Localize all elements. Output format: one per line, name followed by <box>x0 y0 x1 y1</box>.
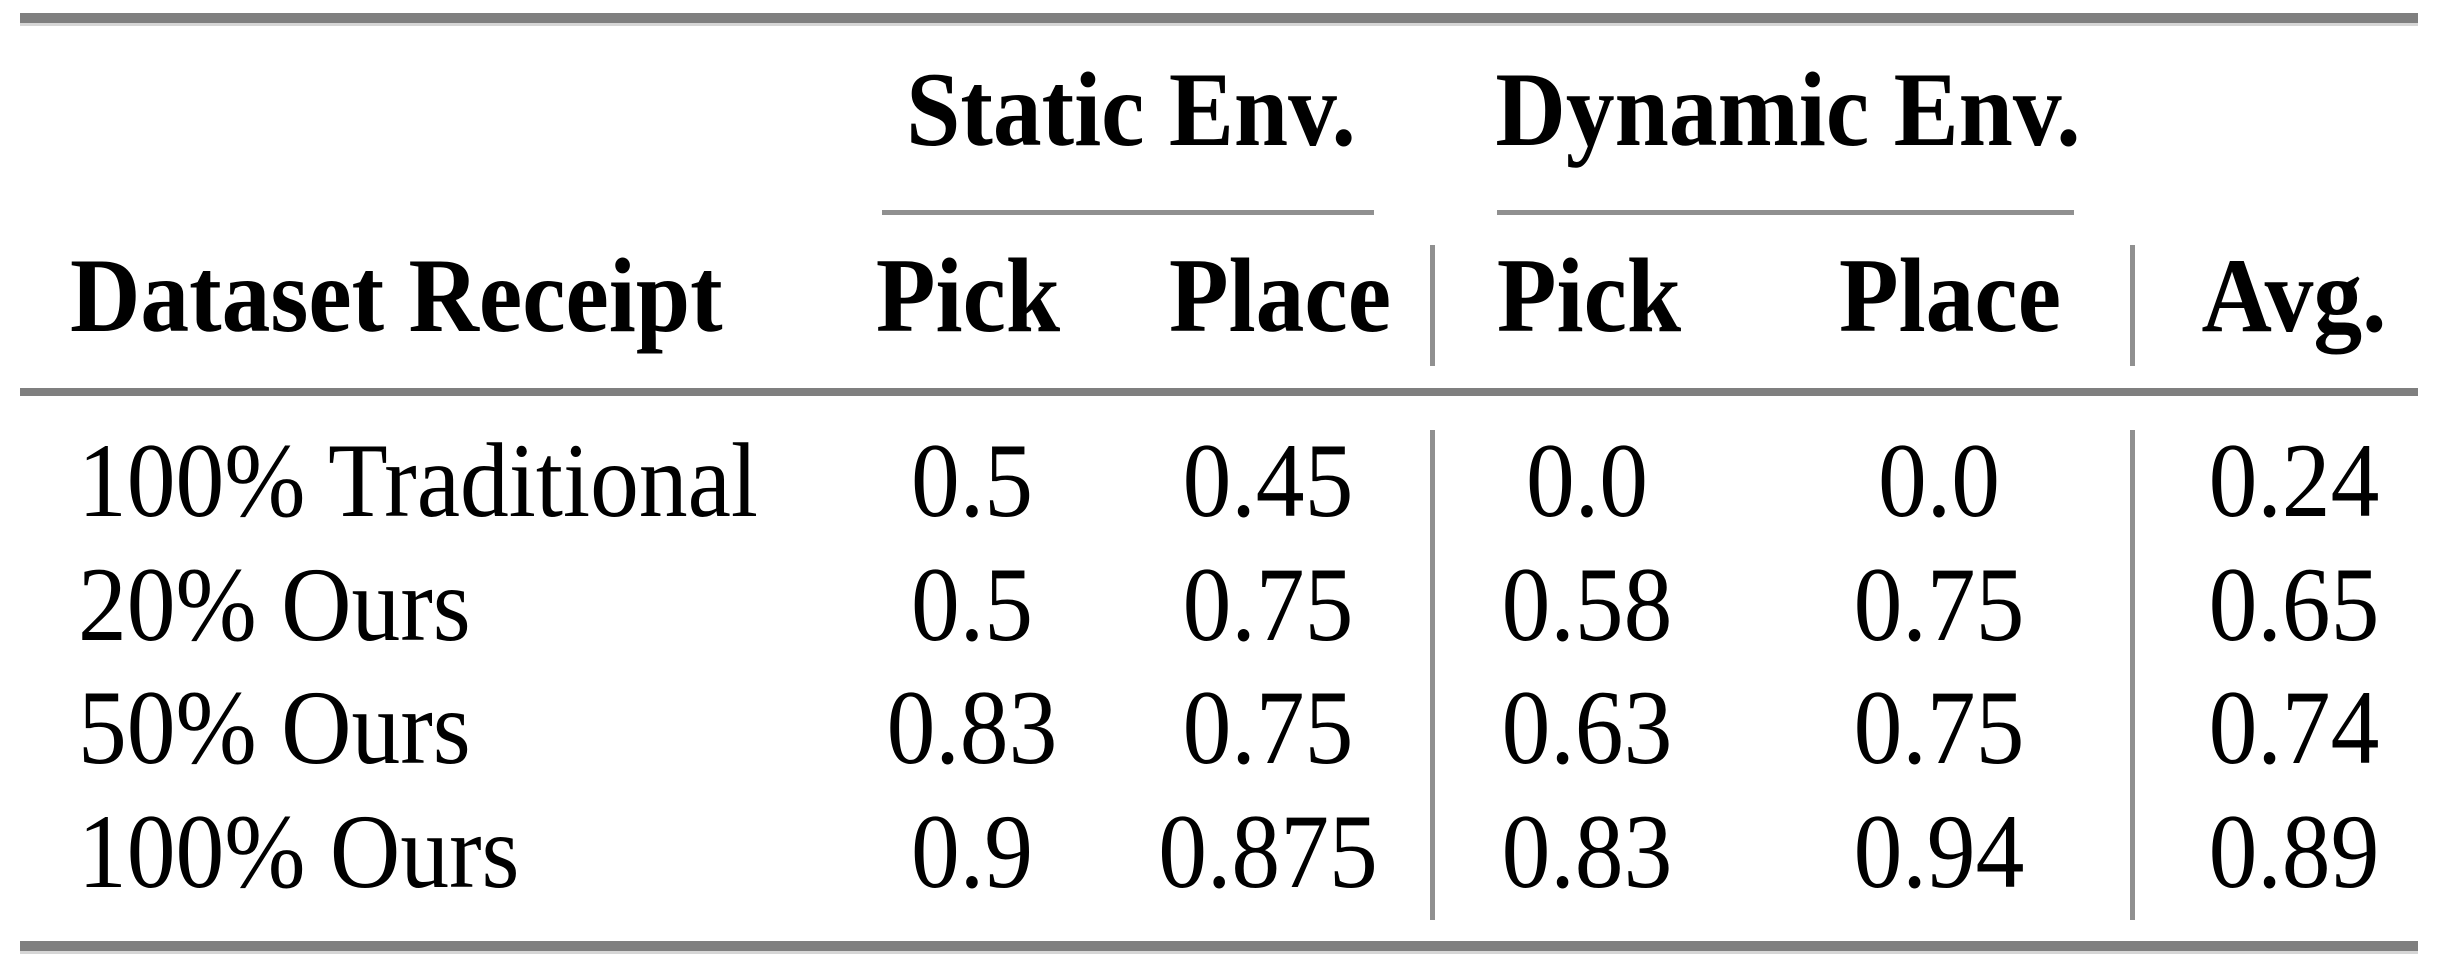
bottom-rule-shadow <box>20 951 2418 954</box>
cell-static-place: 0.45 <box>1182 422 1354 539</box>
cell-avg: 0.65 <box>2208 546 2380 663</box>
cell-avg: 0.24 <box>2208 422 2380 539</box>
cell-static-pick: 0.9 <box>911 793 1033 910</box>
cell-dynamic-place: 0.0 <box>1878 422 2000 539</box>
cell-dynamic-pick: 0.58 <box>1501 546 1673 663</box>
column-header-avg: Avg. <box>2201 237 2387 354</box>
cell-dynamic-pick: 0.83 <box>1501 793 1673 910</box>
cell-dynamic-place: 0.75 <box>1853 669 2025 786</box>
cell-static-place: 0.75 <box>1182 669 1354 786</box>
column-group-static-env: Static Env. <box>906 51 1356 168</box>
row-label: 100% Ours <box>78 793 520 910</box>
cell-static-pick: 0.5 <box>911 546 1033 663</box>
bottom-rule <box>20 941 2418 951</box>
cell-avg: 0.89 <box>2208 793 2380 910</box>
top-rule-shadow <box>20 23 2418 26</box>
cell-static-pick: 0.83 <box>886 669 1058 786</box>
column-header-dataset-receipt: Dataset Receipt <box>70 237 723 354</box>
static-group-cmidrule <box>882 210 1374 215</box>
row-label: 100% Traditional <box>78 422 758 539</box>
cell-dynamic-pick: 0.63 <box>1501 669 1673 786</box>
cell-dynamic-pick: 0.0 <box>1526 422 1648 539</box>
column-header-static-pick: Pick <box>875 237 1061 354</box>
cell-avg: 0.74 <box>2208 669 2380 786</box>
vertical-separator-dynamic-header <box>1430 245 1435 366</box>
cell-static-place: 0.875 <box>1158 793 1378 910</box>
cell-dynamic-place: 0.75 <box>1853 546 2025 663</box>
row-label: 50% Ours <box>78 669 471 786</box>
cell-dynamic-place: 0.94 <box>1853 793 2025 910</box>
vertical-separator-avg-body <box>2130 430 2135 920</box>
dynamic-group-cmidrule <box>1497 210 2074 215</box>
top-rule <box>20 13 2418 23</box>
vertical-separator-dynamic-body <box>1430 430 1435 920</box>
header-separator-rule <box>20 388 2418 396</box>
row-label: 20% Ours <box>78 546 471 663</box>
vertical-separator-avg-header <box>2130 245 2135 366</box>
column-group-dynamic-env: Dynamic Env. <box>1495 51 2081 168</box>
cell-static-place: 0.75 <box>1182 546 1354 663</box>
column-header-dynamic-place: Place <box>1839 237 2061 354</box>
cell-static-pick: 0.5 <box>911 422 1033 539</box>
column-header-static-place: Place <box>1169 237 1391 354</box>
column-header-dynamic-pick: Pick <box>1496 237 1682 354</box>
